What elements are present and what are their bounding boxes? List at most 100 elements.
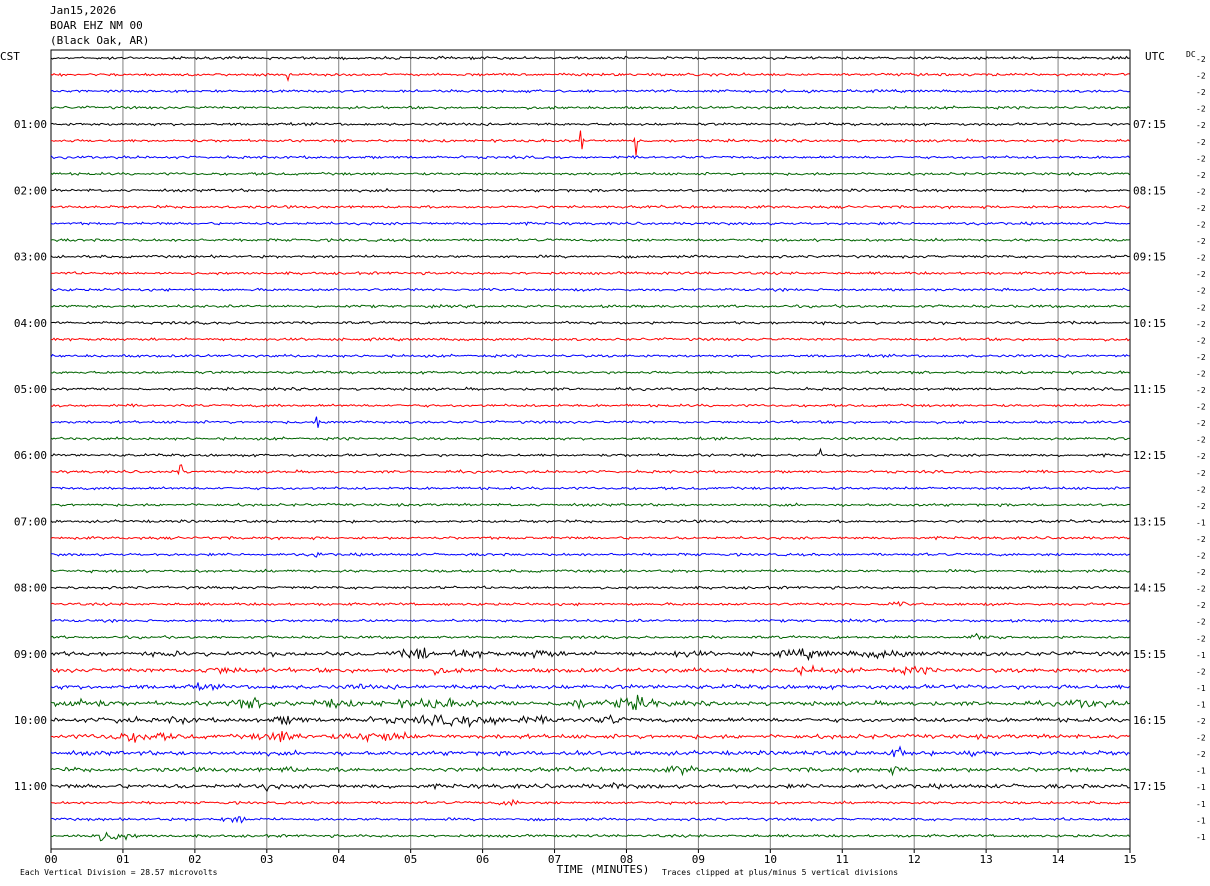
dc-offset-label: -2 <box>1196 469 1206 478</box>
x-tick-label: 07 <box>548 853 561 866</box>
seismic-trace <box>50 416 1130 428</box>
left-time-label: 04:00 <box>14 317 47 330</box>
dc-offset-label: -2 <box>1196 303 1206 312</box>
x-tick-label: 02 <box>188 853 201 866</box>
dc-offset-label: -2 <box>1196 287 1206 296</box>
dc-header-label: DC <box>1186 50 1196 59</box>
left-time-label: 09:00 <box>14 648 47 661</box>
dc-offset-label: -2 <box>1196 634 1206 643</box>
left-time-label: 10:00 <box>14 714 47 727</box>
x-tick-label: 03 <box>260 853 273 866</box>
seismic-trace <box>50 713 1130 728</box>
dc-offset-label: -2 <box>1196 254 1206 263</box>
dc-offset-label: -2 <box>1196 154 1206 163</box>
dc-offset-label: -2 <box>1196 452 1206 461</box>
dc-offset-label: -2 <box>1196 552 1206 561</box>
seismic-trace <box>50 464 1130 476</box>
seismic-trace <box>50 370 1130 375</box>
dc-offset-label: -1 <box>1196 684 1206 693</box>
seismic-trace <box>50 502 1130 508</box>
left-time-label: 11:00 <box>14 780 47 793</box>
seismic-trace <box>50 88 1130 94</box>
seismic-trace <box>50 130 1130 156</box>
seismic-trace <box>50 154 1130 160</box>
x-tick-label: 15 <box>1123 853 1136 866</box>
dc-offset-label: -2 <box>1196 270 1206 279</box>
seismic-trace <box>50 831 1130 842</box>
dc-offset-label: -1 <box>1196 783 1206 792</box>
dc-offset-label: -2 <box>1196 403 1206 412</box>
dc-offset-label: -2 <box>1196 369 1206 378</box>
dc-offset-label: -2 <box>1196 204 1206 213</box>
left-time-label: 01:00 <box>14 118 47 131</box>
seismic-trace <box>50 730 1130 744</box>
dc-offset-label: -2 <box>1196 485 1206 494</box>
x-tick-label: 08 <box>620 853 633 866</box>
dc-offset-label: -2 <box>1196 55 1206 64</box>
x-tick-label: 14 <box>1051 853 1065 866</box>
seismic-trace <box>50 270 1130 276</box>
left-time-label: 02:00 <box>14 184 47 197</box>
dc-offset-label: -2 <box>1196 336 1206 345</box>
x-axis-label: TIME (MINUTES) <box>557 863 650 876</box>
dc-offset-label: -2 <box>1196 618 1206 627</box>
dc-offset-label: -1 <box>1196 700 1206 709</box>
left-timezone-label: CST <box>0 50 20 63</box>
x-tick-label: 01 <box>116 853 129 866</box>
seismic-trace <box>50 287 1130 293</box>
seismic-trace <box>50 816 1130 824</box>
left-time-label: 03:00 <box>14 251 47 264</box>
right-time-label: 10:15 <box>1133 317 1166 330</box>
dc-offset-label: -2 <box>1196 353 1206 362</box>
seismic-trace <box>50 745 1130 758</box>
dc-offset-label: -1 <box>1196 651 1206 660</box>
dc-offset-label: -2 <box>1196 105 1206 114</box>
right-time-label: 15:15 <box>1133 648 1166 661</box>
x-tick-label: 05 <box>404 853 417 866</box>
seismic-trace <box>50 237 1130 243</box>
dc-offset-label: -2 <box>1196 585 1206 594</box>
seismic-trace <box>50 353 1130 359</box>
dc-offset-label: -2 <box>1196 535 1206 544</box>
chart-date: Jan15,2026 <box>50 4 117 17</box>
x-tick-label: 00 <box>44 853 57 866</box>
seismic-trace <box>50 486 1130 491</box>
dc-offset-label: -2 <box>1196 171 1206 180</box>
dc-offset-label: -2 <box>1196 88 1206 97</box>
seismic-trace <box>50 121 1130 127</box>
right-time-label: 14:15 <box>1133 582 1166 595</box>
x-tick-label: 12 <box>908 853 921 866</box>
left-time-label: 08:00 <box>14 582 47 595</box>
left-time-label: 07:00 <box>14 515 47 528</box>
x-tick-label: 13 <box>980 853 993 866</box>
dc-offset-label: -1 <box>1196 833 1206 842</box>
dc-offset-label: -1 <box>1196 767 1206 776</box>
x-tick-label: 11 <box>836 853 849 866</box>
dc-offset-label: -2 <box>1196 386 1206 395</box>
right-time-label: 16:15 <box>1133 714 1166 727</box>
dc-offset-label: -1 <box>1196 800 1206 809</box>
dc-offset-label: -2 <box>1196 601 1206 610</box>
seismic-trace <box>50 337 1130 342</box>
station-location: (Black Oak, AR) <box>50 34 150 47</box>
x-tick-label: 10 <box>764 853 777 866</box>
right-timezone-label: UTC <box>1145 50 1165 63</box>
right-time-label: 13:15 <box>1133 515 1166 528</box>
seismic-trace <box>50 187 1130 193</box>
dc-offset-label: -2 <box>1196 121 1206 130</box>
left-time-label: 06:00 <box>14 449 47 462</box>
right-time-label: 07:15 <box>1133 118 1166 131</box>
dc-offset-label: -1 <box>1196 816 1206 825</box>
seismic-trace <box>50 694 1130 711</box>
seismic-trace <box>50 320 1130 326</box>
dc-offset-label: -2 <box>1196 187 1206 196</box>
station-name: BOAR EHZ NM 00 <box>50 19 143 32</box>
dc-offset-label: -1 <box>1196 518 1206 527</box>
seismic-trace <box>50 519 1130 524</box>
dc-offset-label: -2 <box>1196 568 1206 577</box>
seismic-trace <box>50 204 1130 210</box>
seismic-trace <box>50 447 1130 458</box>
seismic-trace <box>50 664 1130 677</box>
right-time-label: 12:15 <box>1133 449 1166 462</box>
